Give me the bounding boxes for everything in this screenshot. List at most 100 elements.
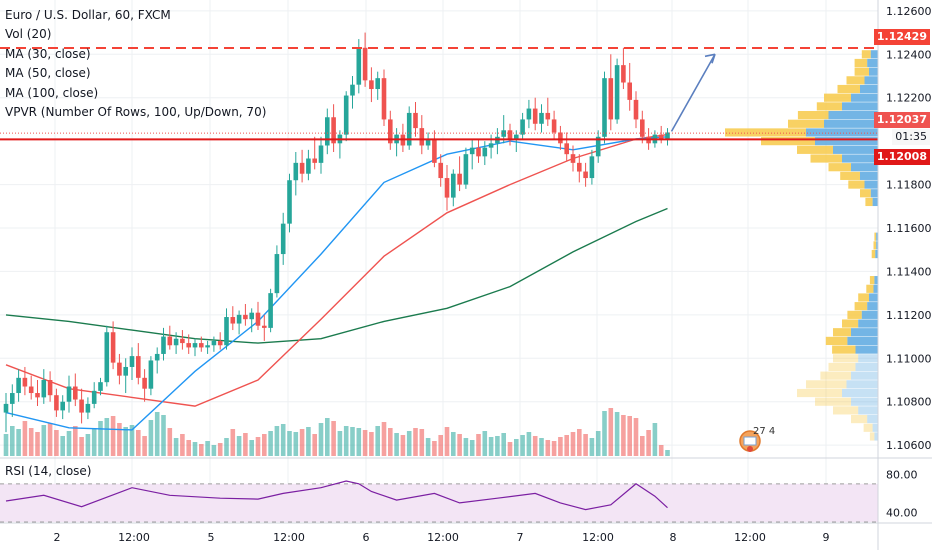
vp-bar-up <box>842 388 878 398</box>
volume-bar <box>280 424 286 456</box>
indicator-vpvr[interactable]: VPVR (Number Of Rows, 100, Up/Down, 70) <box>5 105 267 120</box>
vp-bar-down <box>840 171 860 180</box>
rsi-label[interactable]: RSI (14, close) <box>5 464 92 478</box>
candle-body <box>482 147 488 157</box>
candle-body <box>262 325 267 328</box>
candle-body <box>343 95 349 135</box>
volume-bar <box>211 445 217 456</box>
volume-bar <box>10 426 15 456</box>
time-tick-label: 12:00 <box>427 531 459 544</box>
vp-bar-up <box>851 328 878 337</box>
volume-bar <box>507 442 513 456</box>
candle-body <box>142 377 147 389</box>
volume-bar <box>236 436 242 456</box>
time-tick-label: 5 <box>208 531 215 544</box>
vp-bar-down <box>869 276 875 285</box>
vp-bar-down <box>858 293 869 302</box>
volume-bar <box>381 422 387 456</box>
volume-bar <box>570 432 576 456</box>
candle-body <box>539 112 544 124</box>
candle-body <box>73 386 78 400</box>
candle-body <box>331 117 336 144</box>
volume-bar <box>186 440 191 456</box>
price-tick-label: 1.12200 <box>886 92 932 105</box>
candle-body <box>621 65 626 83</box>
indicator-vol[interactable]: Vol (20) <box>5 27 52 42</box>
price-tick-label: 1.11600 <box>886 222 932 235</box>
volume-bar <box>255 437 261 456</box>
candle-body <box>558 132 563 144</box>
volume-bar <box>463 438 469 456</box>
volume-bar <box>658 445 664 456</box>
vp-bar-up <box>842 102 878 111</box>
symbol-title[interactable]: Euro / U.S. Dollar, 60, FXCM <box>5 8 171 22</box>
candle-body <box>110 332 116 363</box>
volume-bar <box>665 450 670 456</box>
candle-body <box>117 362 122 376</box>
candle-body <box>255 312 261 326</box>
volume-bar <box>388 428 393 456</box>
candle-body <box>350 84 355 96</box>
time-tick-label: 2 <box>54 531 61 544</box>
vp-bar-down <box>797 388 842 398</box>
vp-bar-up <box>872 423 878 432</box>
candle-body <box>451 173 456 198</box>
vp-bar-up <box>876 232 878 241</box>
candle-body <box>180 338 185 344</box>
volume-bar <box>299 429 305 456</box>
volume-bar <box>16 429 21 456</box>
vp-bar-up <box>861 310 878 319</box>
candle-body <box>501 130 506 137</box>
volume-bar <box>621 415 626 456</box>
volume-bar <box>180 434 185 456</box>
time-tick-label: 12:00 <box>273 531 305 544</box>
vp-bar-down <box>874 232 877 241</box>
candle-body <box>438 162 443 179</box>
vp-bar-up <box>846 380 878 389</box>
volume-bar <box>362 430 368 456</box>
volume-bar <box>432 441 437 456</box>
volume-bar <box>3 434 9 456</box>
volume-bar <box>564 435 569 456</box>
candle-body <box>457 173 462 185</box>
volume-bar <box>539 438 544 456</box>
vp-bar-up <box>860 171 878 180</box>
vp-bar-down <box>869 432 875 441</box>
vp-bar-up <box>851 93 878 102</box>
indicator-ma30[interactable]: MA (30, close) <box>5 46 91 61</box>
candle-body <box>589 156 595 179</box>
candle-body <box>362 47 368 81</box>
candle-body <box>54 395 59 411</box>
resistance-price-badge: 1.12429 <box>873 29 930 45</box>
vp-bar-up <box>815 137 878 146</box>
vp-bar-down <box>825 336 848 346</box>
rsi-line <box>5 480 668 511</box>
time-tick-label: 9 <box>823 531 830 544</box>
candle-body <box>406 112 412 146</box>
volume-bar <box>199 444 204 456</box>
volume-profile <box>725 50 878 441</box>
volume-bar <box>325 418 330 456</box>
candle-body <box>79 399 84 413</box>
volume-bar <box>28 428 34 456</box>
volume-bar <box>488 437 494 456</box>
volume-bar <box>136 430 141 456</box>
candle-body <box>577 162 582 172</box>
volume-bar <box>205 441 210 456</box>
candle-body <box>520 119 525 135</box>
candle-body <box>249 312 254 320</box>
volume-bar <box>551 441 557 456</box>
volume-bar <box>110 416 116 456</box>
vp-bar-up <box>867 302 878 311</box>
vp-bar-down <box>820 371 851 380</box>
time-tick-label: 7 <box>517 531 524 544</box>
indicator-ma50[interactable]: MA (50, close) <box>5 66 91 81</box>
candle-body <box>91 390 97 404</box>
volume-bar <box>646 430 651 456</box>
tradingview-logo-icon <box>739 430 761 452</box>
vp-bar-up <box>869 67 878 76</box>
candle-body <box>299 162 305 174</box>
indicator-ma100[interactable]: MA (100, close) <box>5 85 99 100</box>
